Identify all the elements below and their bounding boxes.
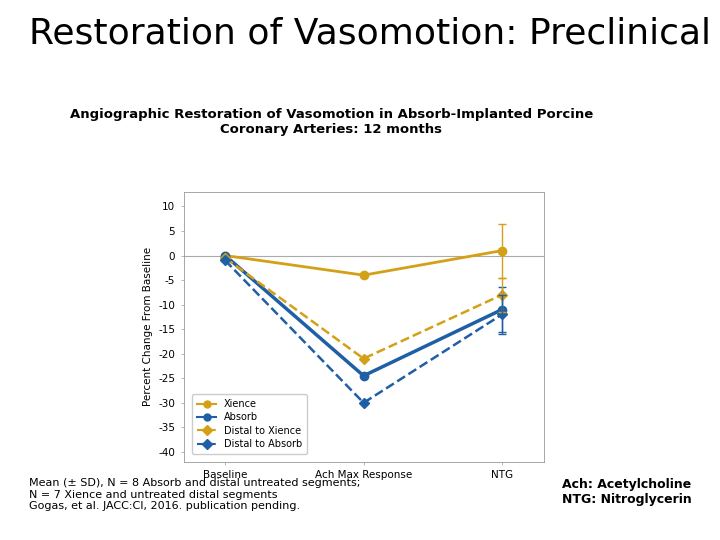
Text: Restoration of Vasomotion: Preclinical: Restoration of Vasomotion: Preclinical: [29, 16, 711, 50]
Legend: Xience, Absorb, Distal to Xience, Distal to Absorb: Xience, Absorb, Distal to Xience, Distal…: [192, 394, 307, 454]
Text: Ach: Acetylcholine
NTG: Nitroglycerin: Ach: Acetylcholine NTG: Nitroglycerin: [562, 478, 691, 506]
Y-axis label: Percent Change From Baseline: Percent Change From Baseline: [143, 247, 153, 406]
Text: Mean (± SD), N = 8 Absorb and distal untreated segments;
N = 7 Xience and untrea: Mean (± SD), N = 8 Absorb and distal unt…: [29, 478, 360, 511]
Text: Angiographic Restoration of Vasomotion in Absorb-Implanted Porcine
Coronary Arte: Angiographic Restoration of Vasomotion i…: [70, 108, 593, 136]
